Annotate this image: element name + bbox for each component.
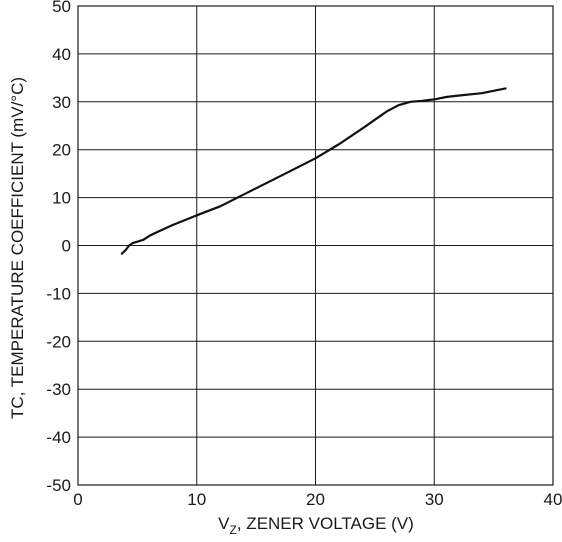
x-tick-label: 20: [306, 490, 325, 509]
y-tick-label: 10: [52, 189, 71, 208]
tc-curve: [120, 87, 507, 255]
y-tick-label: 0: [62, 237, 71, 256]
x-axis-ticks: 0 10 20 30 40: [73, 490, 562, 509]
x-axis-title: VZ, ZENER VOLTAGE (V): [218, 514, 414, 537]
x-tick-label: 30: [425, 490, 444, 509]
y-axis-ticks: 50 40 30 20 10 0 -10 -20 -30 -40 -50: [46, 0, 71, 495]
y-tick-label: -20: [46, 332, 71, 351]
x-tick-label: 40: [544, 490, 562, 509]
y-tick-label: 20: [52, 141, 71, 160]
y-tick-label: -40: [46, 428, 71, 447]
grid: [78, 6, 553, 485]
y-axis-title: TC, TEMPERATURE COEFFICIENT (mV/°C): [8, 77, 27, 419]
y-tick-label: -50: [46, 476, 71, 495]
y-tick-label: -10: [46, 284, 71, 303]
y-tick-label: 30: [52, 93, 71, 112]
plot-frame: [77, 5, 554, 486]
y-tick-label: 50: [52, 0, 71, 16]
y-tick-label: 40: [52, 45, 71, 64]
x-tick-label: 10: [187, 490, 206, 509]
x-tick-label: 0: [73, 490, 82, 509]
x-axis-title-main: V: [218, 514, 230, 533]
y-tick-label: -30: [46, 380, 71, 399]
x-axis-title-rest: , ZENER VOLTAGE (V): [237, 514, 414, 533]
series-layer: [120, 87, 507, 255]
x-axis-title-subscript: Z: [230, 523, 237, 537]
